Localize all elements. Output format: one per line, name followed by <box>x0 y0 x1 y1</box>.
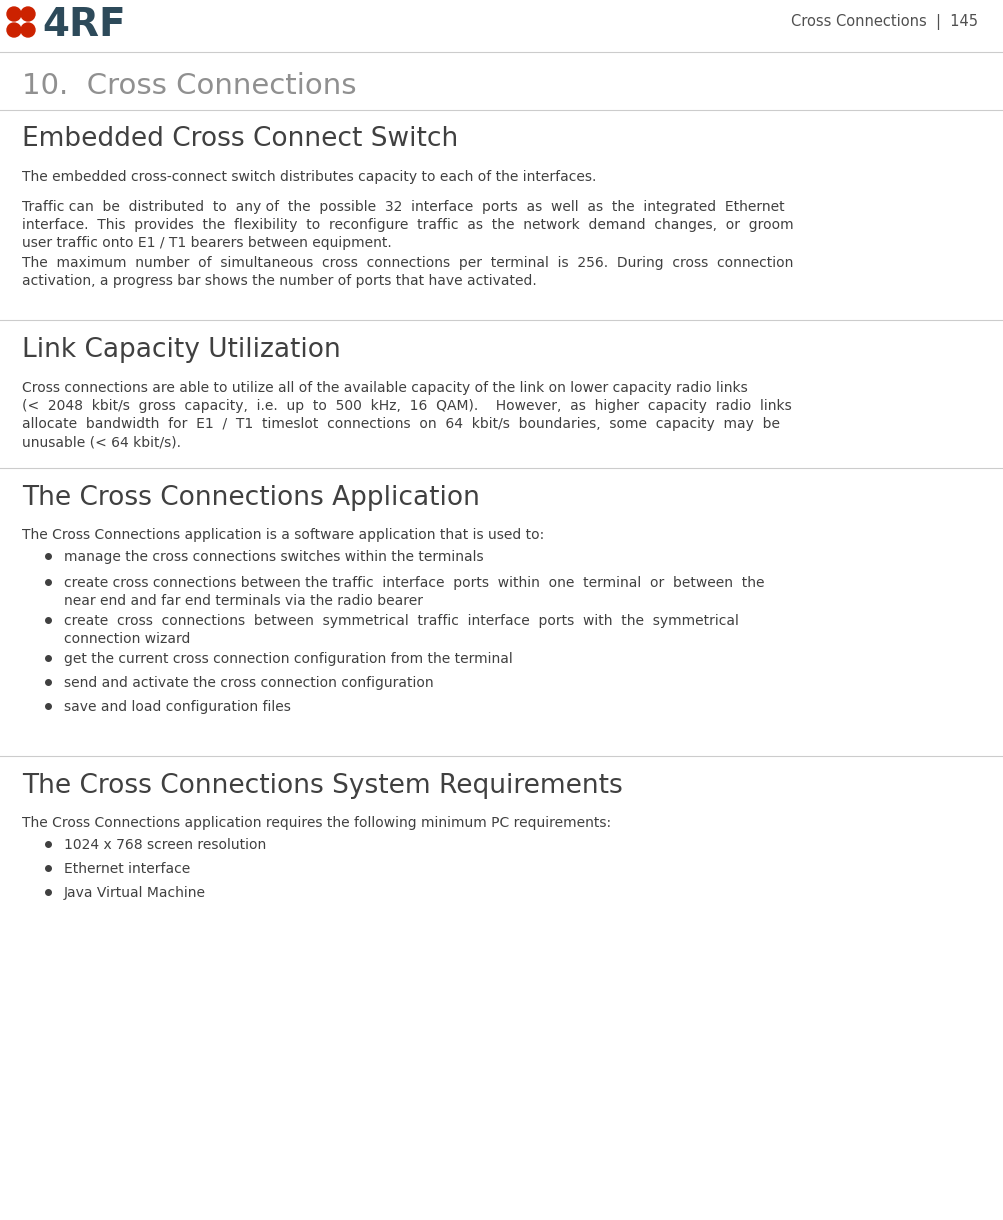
Text: Traffic can  be  distributed  to  any of  the  possible  32  interface  ports  a: Traffic can be distributed to any of the… <box>22 200 783 214</box>
Text: Cross connections are able to utilize all of the available capacity of the link : Cross connections are able to utilize al… <box>22 381 747 395</box>
Text: The Cross Connections Application: The Cross Connections Application <box>22 486 479 511</box>
Text: interface.  This  provides  the  flexibility  to  reconfigure  traffic  as  the : interface. This provides the flexibility… <box>22 218 792 232</box>
Text: 4RF: 4RF <box>42 6 125 44</box>
Circle shape <box>21 23 35 37</box>
Text: user traffic onto E1 / T1 bearers between equipment.: user traffic onto E1 / T1 bearers betwee… <box>22 235 391 250</box>
Text: The  maximum  number  of  simultaneous  cross  connections  per  terminal  is  2: The maximum number of simultaneous cross… <box>22 256 792 270</box>
Circle shape <box>21 7 35 21</box>
Text: manage the cross connections switches within the terminals: manage the cross connections switches wi… <box>64 550 483 564</box>
Text: allocate  bandwidth  for  E1  /  T1  timeslot  connections  on  64  kbit/s  boun: allocate bandwidth for E1 / T1 timeslot … <box>22 417 779 431</box>
Text: (<  2048  kbit/s  gross  capacity,  i.e.  up  to  500  kHz,  16  QAM).    Howeve: (< 2048 kbit/s gross capacity, i.e. up t… <box>22 399 791 414</box>
Text: The Cross Connections application is a software application that is used to:: The Cross Connections application is a s… <box>22 528 544 542</box>
Text: unusable (< 64 kbit/s).: unusable (< 64 kbit/s). <box>22 436 181 449</box>
Text: 10.  Cross Connections: 10. Cross Connections <box>22 72 356 100</box>
Text: activation, a progress bar shows the number of ports that have activated.: activation, a progress bar shows the num… <box>22 274 537 288</box>
Text: The embedded cross-connect switch distributes capacity to each of the interfaces: The embedded cross-connect switch distri… <box>22 170 596 184</box>
Text: create cross connections between the traffic  interface  ports  within  one  ter: create cross connections between the tra… <box>64 576 763 608</box>
Text: The Cross Connections System Requirements: The Cross Connections System Requirement… <box>22 773 622 799</box>
Text: Java Virtual Machine: Java Virtual Machine <box>64 886 206 900</box>
Text: Cross Connections  |  145: Cross Connections | 145 <box>790 13 977 30</box>
Circle shape <box>7 23 21 37</box>
Text: 1024 x 768 screen resolution: 1024 x 768 screen resolution <box>64 838 266 852</box>
Text: get the current cross connection configuration from the terminal: get the current cross connection configu… <box>64 651 513 666</box>
Text: send and activate the cross connection configuration: send and activate the cross connection c… <box>64 676 433 691</box>
Text: The Cross Connections application requires the following minimum PC requirements: The Cross Connections application requir… <box>22 816 611 830</box>
Text: Link Capacity Utilization: Link Capacity Utilization <box>22 337 340 364</box>
Text: Ethernet interface: Ethernet interface <box>64 863 190 876</box>
Text: Embedded Cross Connect Switch: Embedded Cross Connect Switch <box>22 126 457 152</box>
Text: save and load configuration files: save and load configuration files <box>64 700 291 714</box>
Circle shape <box>7 7 21 21</box>
Text: create  cross  connections  between  symmetrical  traffic  interface  ports  wit: create cross connections between symmetr… <box>64 614 738 645</box>
